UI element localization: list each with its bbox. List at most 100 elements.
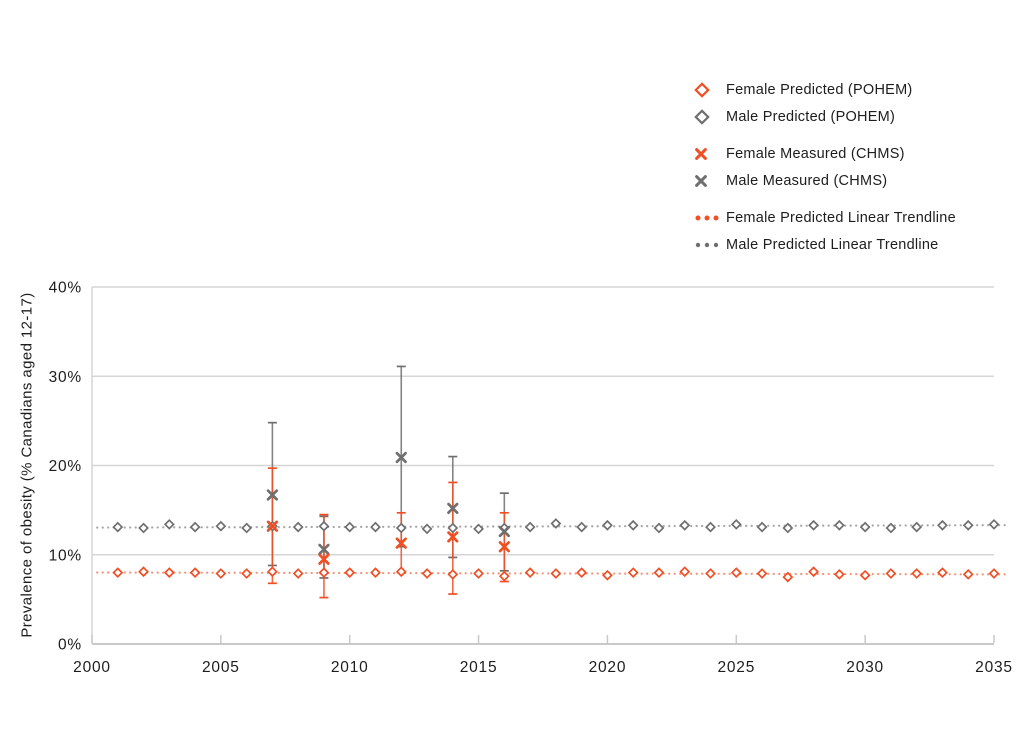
diamond-marker: [138, 522, 149, 534]
x-tick-label: 2035: [975, 659, 1013, 676]
diamond-marker: [602, 519, 613, 531]
x-tick-label: 2005: [202, 659, 240, 676]
x-tick-label: 2020: [589, 659, 627, 676]
diamond-marker: [627, 519, 639, 531]
diamond-marker: [344, 521, 356, 533]
legend-item-male-measured: Male Measured (CHMS): [694, 167, 956, 194]
diamond-marker: [885, 522, 897, 534]
diamond-marker: [833, 568, 845, 580]
x-marker: [395, 451, 407, 464]
legend-label: Male Predicted (POHEM): [726, 108, 896, 125]
diamond-marker: [550, 568, 562, 579]
diamond-marker: [241, 522, 253, 534]
diamond-marker: [937, 519, 948, 531]
diamond-marker: [705, 568, 716, 579]
diamond-marker: [705, 521, 716, 533]
diamond-marker: [859, 569, 871, 581]
diamond-marker: [292, 521, 304, 533]
diamond-marker: [962, 568, 974, 580]
diamond-marker: [395, 522, 407, 534]
legend-label: Female Measured (CHMS): [726, 145, 905, 162]
diamond-marker: [756, 568, 768, 579]
diamond-marker: [370, 567, 381, 579]
x-tick-label: 2015: [460, 659, 498, 676]
x-marker: [498, 541, 510, 553]
diamond-marker: [602, 569, 613, 581]
x-tick-label: 2000: [73, 659, 111, 676]
diamond-marker: [421, 523, 433, 535]
diamond-marker: [576, 567, 588, 579]
dotted-line-icon: [694, 211, 726, 225]
diamond-marker: [447, 522, 459, 534]
diamond-marker: [370, 521, 381, 533]
diamond-marker-icon: [694, 108, 726, 125]
x-marker: [266, 489, 279, 501]
diamond-marker: [395, 566, 407, 578]
diamond-marker: [730, 567, 742, 579]
y-tick-label: 10%: [49, 547, 82, 564]
diamond-marker: [653, 522, 665, 534]
diamond-marker: [292, 568, 304, 579]
diamond-marker: [318, 567, 330, 579]
diamond-marker: [241, 568, 253, 579]
legend-item-female-measured: Female Measured (CHMS): [694, 140, 956, 167]
diamond-marker: [189, 567, 201, 579]
x-marker: [266, 520, 279, 532]
dotted-line-icon: [694, 238, 726, 252]
diamond-marker: [833, 519, 845, 531]
x-marker: [395, 537, 407, 549]
diamond-marker: [911, 568, 923, 579]
x-tick-label: 2030: [846, 659, 884, 676]
diamond-marker: [473, 523, 484, 535]
diamond-marker: [679, 519, 691, 531]
diamond-marker: [679, 566, 691, 578]
diamond-marker: [344, 567, 356, 579]
x-marker: [318, 553, 330, 565]
x-marker: [498, 525, 510, 538]
diamond-marker: [163, 519, 175, 530]
legend-label: Female Predicted (POHEM): [726, 81, 913, 98]
diamond-marker: [215, 520, 227, 532]
diamond-marker: [266, 566, 278, 578]
x-marker: [447, 531, 459, 543]
diamond-marker: [962, 519, 974, 531]
diamond-marker: [318, 520, 330, 532]
diamond-marker: [550, 518, 562, 529]
diamond-marker: [163, 567, 175, 579]
legend-item-female-predicted: Female Predicted (POHEM): [694, 76, 956, 103]
diamond-marker: [782, 571, 794, 583]
diamond-marker: [524, 567, 536, 579]
legend-item-male-predicted: Male Predicted (POHEM): [694, 103, 956, 130]
diamond-marker: [498, 570, 510, 582]
diamond-marker: [937, 567, 948, 579]
diamond-marker-icon: [694, 81, 726, 98]
x-marker: [318, 543, 330, 556]
legend-item-male-trendline: Male Predicted Linear Trendline: [694, 231, 956, 258]
trendline: [96, 524, 1010, 529]
diamond-marker: [627, 567, 639, 579]
diamond-marker: [189, 521, 201, 533]
diamond-marker: [782, 522, 794, 534]
diamond-marker: [808, 519, 820, 531]
diamond-marker: [730, 519, 742, 530]
diamond-marker: [653, 567, 665, 579]
diamond-marker: [112, 521, 124, 533]
diamond-marker: [215, 568, 227, 579]
x-marker-icon: [694, 174, 726, 188]
x-marker: [447, 502, 459, 514]
diamond-marker: [112, 567, 124, 579]
legend-item-female-trendline: Female Predicted Linear Trendline: [694, 204, 956, 231]
chart-legend: Female Predicted (POHEM) Male Predicted …: [694, 76, 956, 258]
y-tick-label: 0%: [58, 637, 82, 654]
x-tick-label: 2025: [717, 659, 755, 676]
diamond-marker: [756, 521, 768, 533]
y-tick-label: 40%: [49, 280, 82, 297]
diamond-marker: [988, 519, 1000, 530]
diamond-marker: [859, 521, 871, 533]
diamond-marker: [524, 521, 536, 533]
legend-label: Female Predicted Linear Trendline: [726, 209, 956, 226]
diamond-marker: [808, 566, 820, 578]
x-marker-icon: [694, 147, 726, 161]
diamond-marker: [473, 568, 484, 579]
